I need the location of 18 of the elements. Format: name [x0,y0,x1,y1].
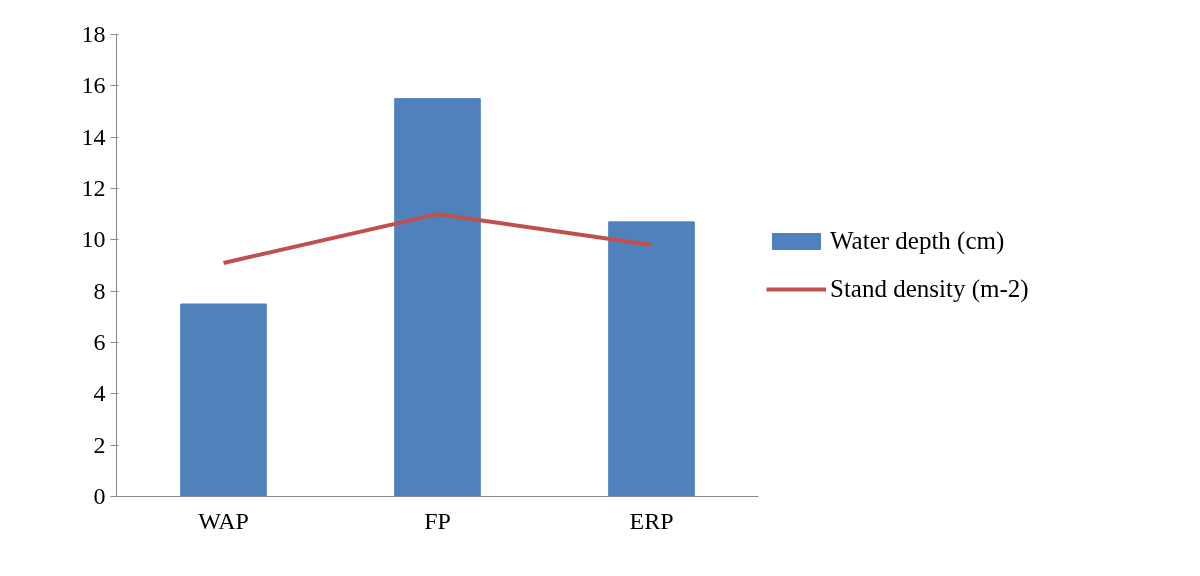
legend-label: Water depth (cm) [830,227,1005,255]
y-tick-label: 0 [93,483,106,509]
y-tick-label: 14 [81,123,106,150]
y-tick-label: 6 [93,329,106,355]
y-tick-label: 10 [81,226,106,253]
x-tick-label: ERP [629,507,674,534]
bar [180,303,267,497]
y-tick-label: 2 [93,431,106,458]
y-tick-label: 12 [81,175,106,201]
x-tick-label: WAP [198,507,249,534]
y-tick-label: 4 [93,380,106,407]
bar [394,98,481,497]
legend-label: Stand density (m-2) [830,275,1029,303]
bar [608,221,695,497]
x-tick-label: FP [424,507,451,534]
y-tick-label: 8 [93,277,106,304]
y-tick-label: 18 [81,21,106,47]
y-tick-label: 16 [81,72,106,99]
